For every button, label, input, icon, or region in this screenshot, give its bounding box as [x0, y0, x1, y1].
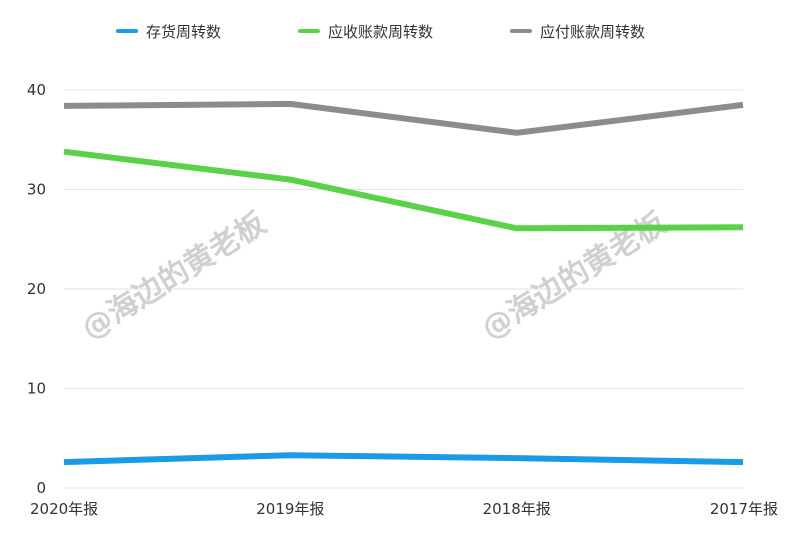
x-tick-label: 2018年报	[483, 500, 551, 518]
legend-label: 应付账款周转数	[540, 23, 645, 41]
x-tick-label: 2019年报	[256, 500, 324, 518]
legend-label: 存货周转数	[146, 23, 221, 41]
series-line	[63, 100, 744, 136]
watermark-text: @海边的黄老板	[76, 206, 273, 347]
y-tick-label: 0	[36, 479, 46, 497]
series-lines	[63, 100, 744, 466]
legend-label: 应收账款周转数	[328, 23, 433, 41]
x-tick-label: 2017年报	[710, 500, 778, 518]
x-tick-label: 2020年报	[30, 500, 98, 518]
y-axis-ticks: 0 10 20 30 40	[27, 81, 46, 497]
x-axis-ticks: 2020年报 2019年报 2018年报 2017年报	[30, 500, 778, 518]
gridlines	[64, 89, 743, 489]
y-tick-label: 20	[27, 280, 46, 298]
y-tick-label: 10	[27, 380, 46, 398]
y-tick-label: 40	[27, 81, 46, 99]
series-line	[63, 452, 744, 466]
series-line	[63, 148, 744, 232]
y-tick-label: 30	[27, 181, 46, 199]
legend: 存货周转数 应收账款周转数 应付账款周转数	[116, 23, 645, 41]
